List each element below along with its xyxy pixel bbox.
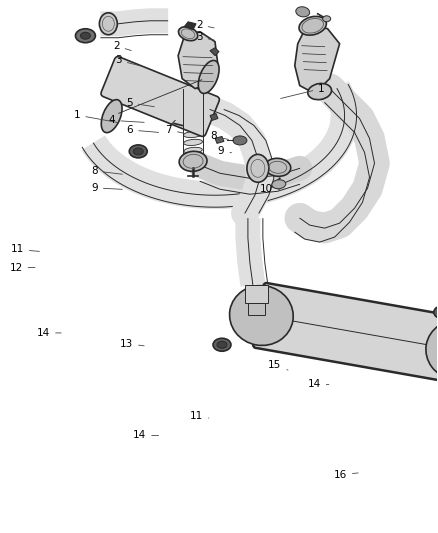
- Text: 8: 8: [210, 131, 229, 141]
- FancyBboxPatch shape: [253, 283, 438, 383]
- Text: 4: 4: [109, 115, 144, 125]
- Text: 5: 5: [126, 98, 154, 108]
- Ellipse shape: [184, 139, 202, 146]
- Text: 11: 11: [11, 245, 39, 254]
- Ellipse shape: [247, 155, 269, 182]
- Text: 2: 2: [196, 20, 214, 30]
- Polygon shape: [248, 303, 265, 315]
- Ellipse shape: [213, 338, 231, 351]
- Polygon shape: [295, 24, 339, 94]
- Ellipse shape: [217, 341, 227, 348]
- Ellipse shape: [81, 32, 90, 39]
- Polygon shape: [245, 285, 268, 303]
- Ellipse shape: [272, 180, 286, 189]
- Ellipse shape: [184, 155, 202, 161]
- Text: 3: 3: [115, 55, 141, 66]
- Polygon shape: [178, 32, 218, 88]
- Ellipse shape: [233, 136, 247, 145]
- Text: 3: 3: [196, 32, 214, 42]
- Polygon shape: [215, 136, 224, 143]
- Text: 11: 11: [190, 411, 209, 421]
- Ellipse shape: [133, 148, 143, 155]
- Text: 15: 15: [268, 360, 288, 370]
- Text: 16: 16: [334, 470, 358, 480]
- Text: 8: 8: [91, 166, 122, 176]
- Ellipse shape: [184, 147, 202, 154]
- Polygon shape: [210, 114, 218, 120]
- Text: 12: 12: [9, 263, 35, 272]
- Text: 14: 14: [133, 431, 159, 440]
- Text: 13: 13: [120, 338, 144, 349]
- Polygon shape: [184, 22, 196, 30]
- Text: 1: 1: [281, 84, 325, 99]
- Ellipse shape: [184, 100, 202, 106]
- Text: 9: 9: [218, 146, 232, 156]
- Ellipse shape: [323, 16, 331, 22]
- Text: 14: 14: [307, 379, 329, 390]
- FancyBboxPatch shape: [101, 56, 219, 136]
- Ellipse shape: [308, 84, 332, 100]
- Text: 9: 9: [91, 183, 122, 193]
- Ellipse shape: [184, 131, 203, 138]
- Ellipse shape: [129, 145, 147, 158]
- Ellipse shape: [75, 29, 95, 43]
- Polygon shape: [210, 47, 219, 55]
- Ellipse shape: [426, 320, 438, 380]
- Ellipse shape: [434, 306, 438, 319]
- Text: 1: 1: [74, 110, 118, 123]
- Text: 14: 14: [37, 328, 61, 338]
- Ellipse shape: [265, 158, 291, 176]
- Ellipse shape: [184, 115, 203, 122]
- Ellipse shape: [183, 123, 203, 130]
- Ellipse shape: [99, 13, 117, 35]
- Ellipse shape: [184, 92, 202, 98]
- Ellipse shape: [299, 17, 326, 35]
- Ellipse shape: [178, 27, 198, 41]
- Text: 10: 10: [260, 184, 279, 195]
- Ellipse shape: [296, 7, 310, 17]
- Ellipse shape: [179, 151, 207, 171]
- Text: 2: 2: [113, 41, 131, 51]
- Ellipse shape: [184, 108, 202, 114]
- Ellipse shape: [101, 100, 122, 133]
- Text: 7: 7: [166, 125, 184, 135]
- Text: 6: 6: [127, 125, 159, 135]
- Ellipse shape: [198, 60, 219, 93]
- Ellipse shape: [230, 286, 293, 345]
